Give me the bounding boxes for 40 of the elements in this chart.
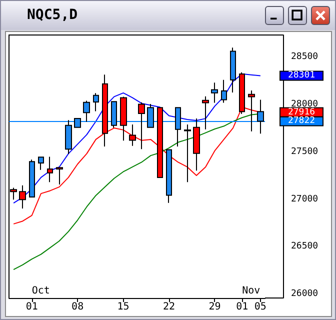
candlestick xyxy=(147,104,154,128)
candlestick xyxy=(257,99,264,134)
candlestick xyxy=(65,120,72,155)
line-series xyxy=(13,73,261,204)
chart-title: NQC5,D xyxy=(27,7,78,23)
x-tick-label: 01 xyxy=(26,302,38,312)
candlestick xyxy=(221,79,227,104)
y-tick-label: 27500 xyxy=(291,146,318,157)
candlestick xyxy=(175,107,181,148)
candlestick xyxy=(19,184,26,209)
y-tick-label: 28500 xyxy=(291,52,318,62)
text: 27916 xyxy=(288,107,316,118)
candlestick xyxy=(83,100,90,122)
x-tick-label: 15 xyxy=(117,302,130,312)
candlestick xyxy=(56,167,63,185)
text: 28301 xyxy=(288,70,316,81)
y-tick-label: 26500 xyxy=(291,242,318,252)
ref-line-label: 27822 xyxy=(288,116,316,126)
y-tick-label: 27000 xyxy=(291,194,318,204)
x-tick-label: 05 xyxy=(254,302,266,312)
candlestick xyxy=(93,92,99,112)
candlestick xyxy=(29,159,35,198)
candlestick xyxy=(230,47,236,93)
annotation: Oct xyxy=(32,286,50,296)
x-tick-label: 08 xyxy=(72,302,84,312)
candlestick xyxy=(38,156,44,170)
candlestick xyxy=(184,124,191,183)
y-tick-label: 26000 xyxy=(291,289,318,300)
candlestick xyxy=(47,156,53,183)
candlestick xyxy=(193,118,200,172)
x-tick-label: 22 xyxy=(162,302,176,312)
candlestick xyxy=(166,149,172,204)
candlestick xyxy=(111,101,117,128)
candlestick xyxy=(129,124,136,146)
candlestick xyxy=(202,96,209,130)
annotation: Nov xyxy=(242,286,260,296)
x-tick-label: 29 xyxy=(208,302,221,312)
candlestick xyxy=(74,118,81,128)
x-tick-label: 01 xyxy=(236,302,248,312)
candlestick xyxy=(211,82,218,104)
